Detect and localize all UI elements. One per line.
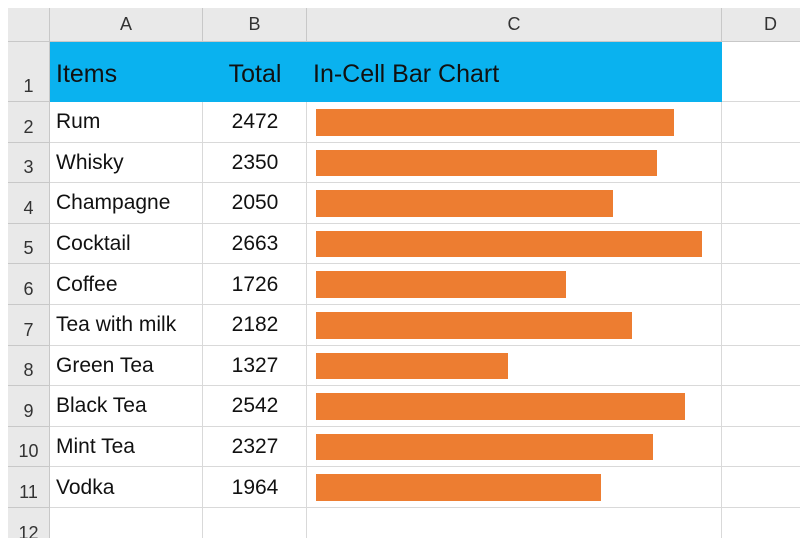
total-value: 2350 bbox=[231, 150, 279, 174]
grid-cell[interactable] bbox=[203, 508, 307, 538]
grid-cell[interactable] bbox=[203, 467, 307, 508]
item-name: Tea with milk bbox=[56, 313, 177, 337]
column-header[interactable]: A bbox=[50, 8, 203, 42]
grid-cell[interactable] bbox=[203, 264, 307, 305]
grid-cell[interactable] bbox=[722, 305, 800, 346]
row-header[interactable]: 5 bbox=[8, 223, 50, 265]
grid-cell[interactable] bbox=[722, 386, 800, 427]
grid-cell[interactable] bbox=[722, 427, 800, 468]
total-value: 1726 bbox=[231, 272, 279, 296]
item-name: Whisky bbox=[56, 150, 124, 174]
grid-cell[interactable] bbox=[307, 223, 722, 265]
row-header[interactable]: 6 bbox=[8, 264, 50, 305]
grid-cell[interactable] bbox=[203, 42, 307, 102]
grid-cell[interactable] bbox=[307, 345, 722, 387]
item-name: Black Tea bbox=[56, 394, 147, 418]
grid-cell[interactable] bbox=[722, 467, 800, 508]
grid-cell[interactable] bbox=[50, 183, 203, 224]
select-all-corner[interactable] bbox=[8, 8, 50, 42]
grid-cell[interactable] bbox=[203, 426, 307, 468]
row-header[interactable]: 8 bbox=[8, 345, 50, 387]
grid-cell[interactable] bbox=[307, 42, 722, 102]
grid-cell[interactable] bbox=[50, 467, 203, 508]
grid-cell[interactable] bbox=[203, 345, 307, 387]
grid-cell[interactable] bbox=[722, 143, 800, 184]
grid-cell[interactable] bbox=[722, 264, 800, 305]
bar bbox=[316, 433, 654, 461]
item-name: Rum bbox=[56, 110, 101, 134]
grid-cell[interactable] bbox=[722, 42, 800, 102]
grid-cell[interactable] bbox=[50, 508, 203, 538]
row-header[interactable]: 4 bbox=[8, 183, 50, 224]
grid-cell[interactable] bbox=[307, 142, 722, 184]
total-value: 1964 bbox=[231, 475, 279, 499]
bar bbox=[316, 190, 614, 217]
item-name: Champagne bbox=[56, 191, 171, 215]
column-header[interactable]: B bbox=[203, 8, 307, 42]
grid-cell[interactable] bbox=[50, 305, 203, 346]
grid-cell[interactable] bbox=[307, 386, 722, 427]
grid-cell[interactable] bbox=[203, 183, 307, 224]
grid-cell[interactable] bbox=[50, 142, 203, 184]
bar bbox=[316, 149, 657, 177]
grid-cell[interactable] bbox=[50, 386, 203, 427]
grid-cell[interactable] bbox=[203, 102, 307, 143]
total-value: 1327 bbox=[231, 353, 279, 377]
grid-cell[interactable] bbox=[50, 102, 203, 143]
grid-cell[interactable] bbox=[307, 305, 722, 346]
item-name: Green Tea bbox=[56, 353, 154, 377]
row-header[interactable]: 2 bbox=[8, 102, 50, 143]
item-name: Cocktail bbox=[56, 232, 131, 256]
column-header[interactable]: D bbox=[722, 8, 800, 42]
grid-cell[interactable] bbox=[722, 224, 800, 265]
total-value: 2663 bbox=[231, 232, 279, 256]
row-header[interactable]: 3 bbox=[8, 142, 50, 184]
bar bbox=[316, 474, 601, 501]
grid-cell[interactable] bbox=[722, 102, 800, 143]
row-header[interactable]: 12 bbox=[8, 508, 50, 538]
column-header[interactable]: C bbox=[307, 8, 722, 42]
header-text: In-Cell Bar Chart bbox=[313, 59, 500, 88]
total-value: 2542 bbox=[231, 394, 279, 418]
item-name: Vodka bbox=[56, 475, 115, 499]
grid-cell[interactable] bbox=[307, 467, 722, 508]
grid-cell[interactable] bbox=[203, 386, 307, 427]
grid-cell[interactable] bbox=[722, 508, 800, 538]
grid-cell[interactable] bbox=[203, 305, 307, 346]
row-header[interactable]: 9 bbox=[8, 386, 50, 427]
row-header[interactable]: 11 bbox=[8, 467, 50, 508]
bar bbox=[316, 271, 567, 298]
item-name: Coffee bbox=[56, 272, 118, 296]
total-value: 2182 bbox=[231, 313, 279, 337]
grid-cell[interactable] bbox=[203, 142, 307, 184]
bar bbox=[316, 352, 509, 380]
total-value: 2472 bbox=[231, 110, 279, 134]
grid-cell[interactable] bbox=[722, 346, 800, 387]
bar bbox=[316, 393, 685, 420]
grid-cell[interactable] bbox=[307, 508, 722, 538]
grid-cell[interactable] bbox=[203, 223, 307, 265]
total-value: 2050 bbox=[231, 191, 279, 215]
grid-cell[interactable] bbox=[307, 426, 722, 468]
grid-cell[interactable] bbox=[722, 183, 800, 224]
grid-cell[interactable] bbox=[307, 183, 722, 224]
item-name: Mint Tea bbox=[56, 435, 135, 459]
grid-cell[interactable] bbox=[307, 102, 722, 143]
total-value: 2327 bbox=[231, 435, 279, 459]
grid-cell[interactable] bbox=[50, 426, 203, 468]
grid-cell[interactable] bbox=[50, 42, 203, 102]
row-header[interactable]: 1 bbox=[8, 42, 50, 102]
row-header[interactable]: 7 bbox=[8, 305, 50, 346]
header-text: Items bbox=[56, 59, 118, 88]
grid-cell[interactable] bbox=[50, 264, 203, 305]
bar bbox=[316, 312, 633, 339]
row-header[interactable]: 10 bbox=[8, 426, 50, 468]
grid-cell[interactable] bbox=[307, 264, 722, 305]
grid-cell[interactable] bbox=[50, 223, 203, 265]
bar bbox=[316, 109, 675, 136]
header-text: Total bbox=[228, 59, 282, 88]
bar bbox=[316, 230, 703, 258]
grid-cell[interactable] bbox=[50, 345, 203, 387]
